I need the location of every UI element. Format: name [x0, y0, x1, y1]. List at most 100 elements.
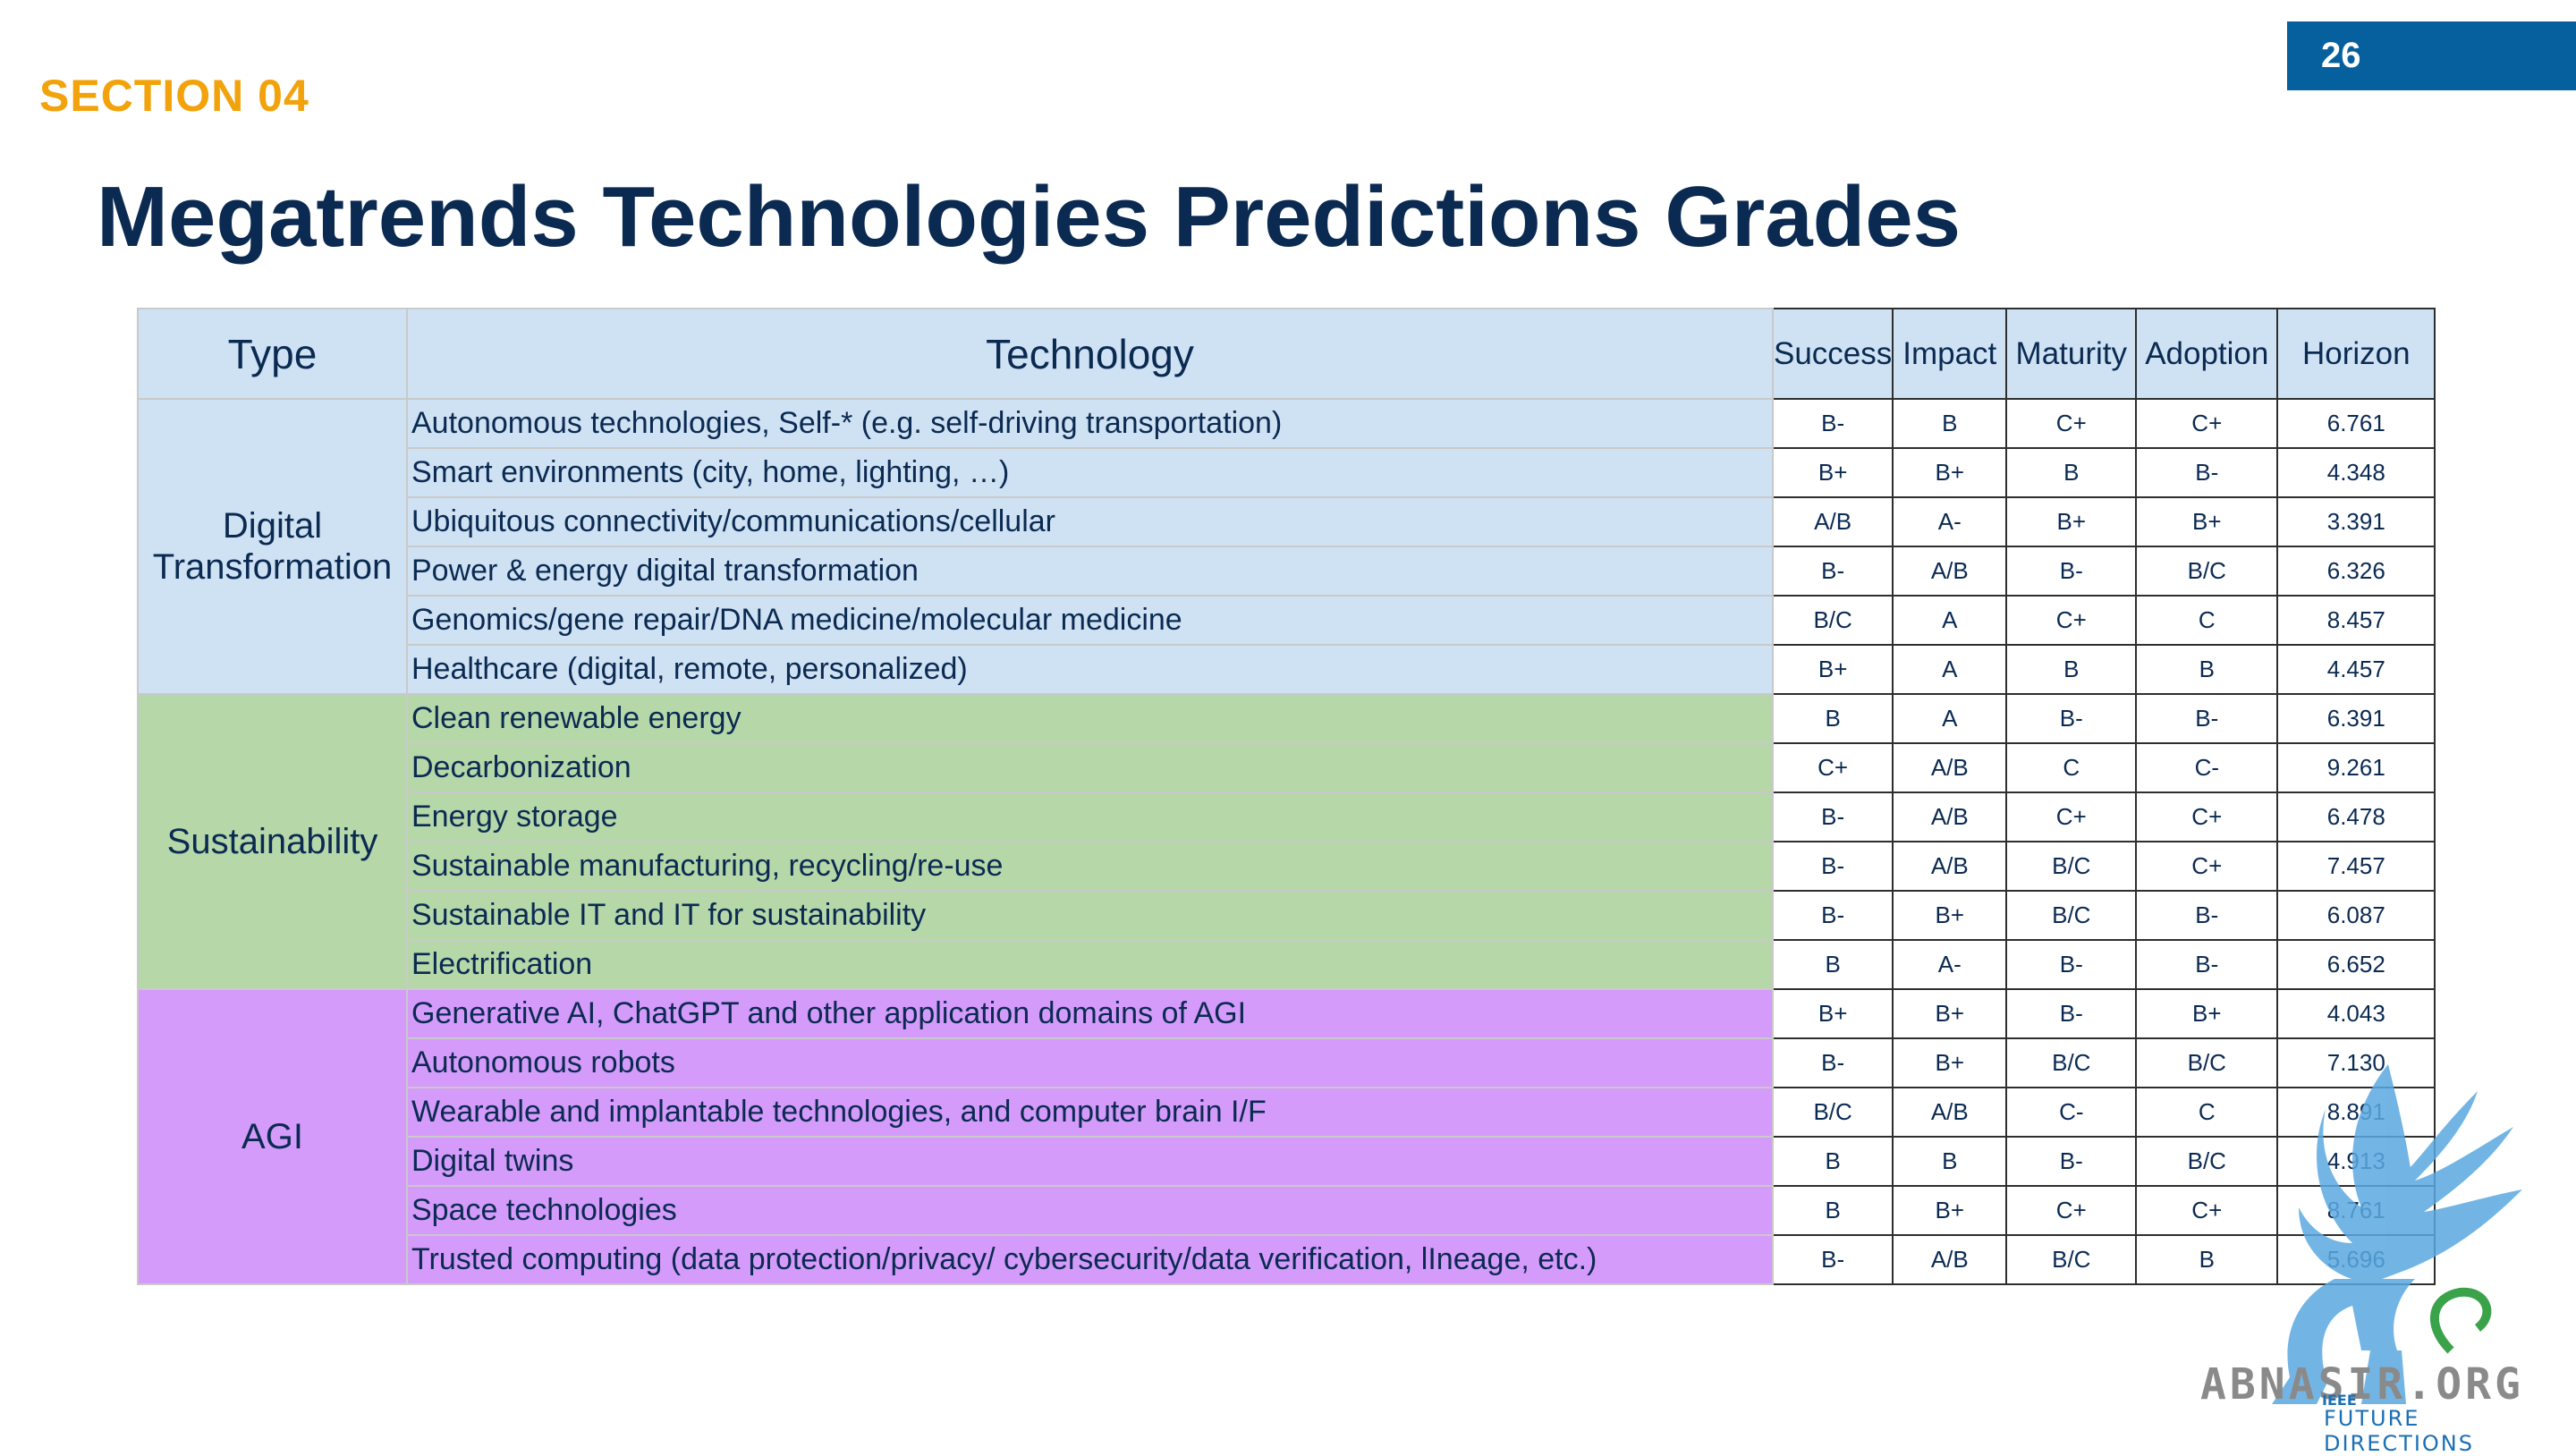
impact-grade-cell: A — [1892, 693, 2008, 744]
success-grade-cell: B — [1771, 1185, 1894, 1236]
maturity-grade-cell: B — [2005, 644, 2138, 695]
maturity-grade-cell: B+ — [2005, 496, 2138, 547]
header-maturity: Maturity — [2005, 308, 2138, 400]
header-success: Success — [1771, 308, 1894, 400]
adoption-grade-cell: C — [2135, 1087, 2279, 1138]
maturity-grade-cell: B/C — [2005, 1234, 2138, 1285]
table-row: Healthcare (digital, remote, personalize… — [138, 644, 2436, 695]
adoption-grade-cell: B+ — [2135, 496, 2279, 547]
table-row: Sustainability Clean renewable energy B A B-… — [137, 693, 2436, 990]
horizon-grade-cell: 4.043 — [2276, 988, 2436, 1039]
table-row: Decarbonization C+ A/B C C- 9.261 — [138, 742, 2436, 793]
table-row: Autonomous robots B- B+ B/C B/C 7.130 — [138, 1037, 2436, 1088]
impact-grade-cell: B+ — [1892, 988, 2008, 1039]
page-number-badge: 26 — [2287, 21, 2576, 90]
adoption-grade-cell: B/C — [2135, 546, 2279, 597]
success-grade-cell: B — [1771, 693, 1894, 744]
technology-cell: Sustainable manufacturing, recycling/re-… — [406, 841, 1774, 892]
technology-cell: Digital twins — [406, 1136, 1774, 1187]
horizon-grade-cell: 7.457 — [2276, 841, 2436, 892]
maturity-grade-cell: C+ — [2005, 791, 2138, 842]
impact-grade-cell: A — [1892, 595, 2008, 646]
technology-cell: Healthcare (digital, remote, personalize… — [406, 644, 1774, 695]
table-row: Electrification B A- B- B- 6.652 — [138, 939, 2436, 990]
success-grade-cell: B- — [1771, 890, 1894, 941]
impact-grade-cell: A/B — [1892, 1087, 2008, 1138]
maturity-grade-cell: C — [2005, 742, 2138, 793]
griffin-logo-icon — [2272, 1064, 2522, 1404]
header-type: Type — [137, 308, 408, 400]
header-row: Type Technology Success Impact Maturity … — [137, 308, 2436, 400]
maturity-grade-cell: B — [2005, 447, 2138, 498]
technology-cell: Genomics/gene repair/DNA medicine/molecu… — [406, 595, 1774, 646]
adoption-grade-cell: B — [2135, 644, 2279, 695]
adoption-grade-cell: C+ — [2135, 791, 2279, 842]
impact-grade-cell: A/B — [1892, 1234, 2008, 1285]
success-grade-cell: C+ — [1771, 742, 1894, 793]
impact-grade-cell: A/B — [1892, 841, 2008, 892]
technology-cell: Trusted computing (data protection/priva… — [406, 1234, 1774, 1285]
maturity-grade-cell: C+ — [2005, 1185, 2138, 1236]
success-grade-cell: B/C — [1771, 595, 1894, 646]
technology-cell: Clean renewable energy — [406, 693, 1774, 744]
horizon-grade-cell: 4.457 — [2276, 644, 2436, 695]
technology-cell: Smart environments (city, home, lighting… — [406, 447, 1774, 498]
technology-cell: Autonomous technologies, Self-* (e.g. se… — [406, 398, 1774, 449]
success-grade-cell: B- — [1771, 398, 1894, 449]
maturity-grade-cell: B- — [2005, 1136, 2138, 1187]
table-row: Smart environments (city, home, lighting… — [138, 447, 2436, 498]
header-impact: Impact — [1892, 308, 2008, 400]
maturity-grade-cell: B/C — [2005, 841, 2138, 892]
horizon-grade-cell: 6.087 — [2276, 890, 2436, 941]
adoption-grade-cell: B- — [2135, 939, 2279, 990]
header-adoption: Adoption — [2135, 308, 2279, 400]
success-grade-cell: B — [1771, 1136, 1894, 1187]
adoption-grade-cell: C- — [2135, 742, 2279, 793]
technology-cell: Ubiquitous connectivity/communications/c… — [406, 496, 1774, 547]
maturity-grade-cell: C+ — [2005, 398, 2138, 449]
success-grade-cell: B/C — [1771, 1087, 1894, 1138]
table-row: Wearable and implantable technologies, a… — [138, 1087, 2436, 1138]
type-cell: AGI — [137, 988, 408, 1285]
impact-grade-cell: A/B — [1892, 742, 2008, 793]
maturity-grade-cell: B- — [2005, 693, 2138, 744]
technology-cell: Autonomous robots — [406, 1037, 1774, 1088]
maturity-grade-cell: C- — [2005, 1087, 2138, 1138]
impact-grade-cell: A- — [1892, 939, 2008, 990]
adoption-grade-cell: C+ — [2135, 398, 2279, 449]
technology-cell: Energy storage — [406, 791, 1774, 842]
horizon-grade-cell: 6.326 — [2276, 546, 2436, 597]
impact-grade-cell: A/B — [1892, 546, 2008, 597]
type-cell: Sustainability — [137, 693, 408, 990]
success-grade-cell: B+ — [1771, 988, 1894, 1039]
technology-cell: Decarbonization — [406, 742, 1774, 793]
success-grade-cell: B- — [1771, 841, 1894, 892]
impact-grade-cell: B+ — [1892, 1185, 2008, 1236]
horizon-grade-cell: 3.391 — [2276, 496, 2436, 547]
adoption-grade-cell: B+ — [2135, 988, 2279, 1039]
adoption-grade-cell: B- — [2135, 890, 2279, 941]
impact-grade-cell: B+ — [1892, 890, 2008, 941]
table-row: Ubiquitous connectivity/communications/c… — [138, 496, 2436, 547]
impact-grade-cell: B — [1892, 398, 2008, 449]
adoption-grade-cell: B/C — [2135, 1136, 2279, 1187]
maturity-grade-cell: B- — [2005, 988, 2138, 1039]
success-grade-cell: B- — [1771, 1037, 1894, 1088]
impact-grade-cell: B+ — [1892, 1037, 2008, 1088]
technology-cell: Wearable and implantable technologies, a… — [406, 1087, 1774, 1138]
impact-grade-cell: B+ — [1892, 447, 2008, 498]
table-row: Power & energy digital transformation B- A… — [138, 546, 2436, 597]
adoption-grade-cell: B — [2135, 1234, 2279, 1285]
adoption-grade-cell: B- — [2135, 447, 2279, 498]
watermark-text: ABNASIR.ORG — [2200, 1359, 2524, 1409]
adoption-grade-cell: C — [2135, 595, 2279, 646]
type-cell: Digital Transformation — [137, 398, 408, 695]
page-title: Megatrends Technologies Predictions Grad… — [97, 169, 1962, 265]
technology-cell: Generative AI, ChatGPT and other applica… — [406, 988, 1774, 1039]
adoption-grade-cell: C+ — [2135, 1185, 2279, 1236]
horizon-grade-cell: 6.478 — [2276, 791, 2436, 842]
impact-grade-cell: A — [1892, 644, 2008, 695]
table-row: Energy storage B- A/B C+ C+ 6.478 — [138, 791, 2436, 842]
